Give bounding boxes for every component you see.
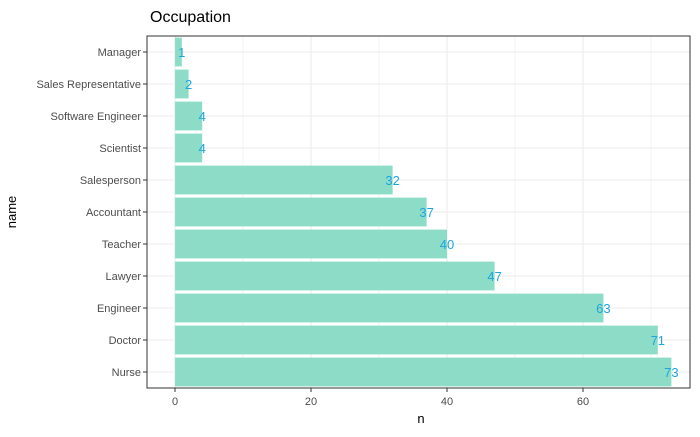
data-label: 4 (199, 141, 206, 156)
x-tick-label: 20 (305, 396, 317, 408)
y-tick-label: Scientist (99, 143, 141, 155)
data-label: 1 (178, 45, 185, 60)
x-axis-label: n (417, 411, 424, 426)
y-tick-label: Lawyer (106, 271, 142, 283)
bar (175, 293, 604, 323)
bar (175, 197, 427, 227)
data-label: 37 (419, 205, 433, 220)
y-axis: Manager Sales Representative Software Engi… (36, 47, 147, 379)
data-label: 4 (199, 109, 206, 124)
data-label: 47 (487, 269, 501, 284)
x-tick-label: 0 (172, 396, 178, 408)
y-tick-label: Nurse (112, 367, 141, 379)
bars (175, 37, 672, 387)
bar (175, 325, 658, 355)
data-label: 71 (651, 333, 665, 348)
y-tick-label: Manager (98, 47, 142, 59)
data-labels: 1 2 4 4 32 37 40 47 63 71 73 (178, 45, 678, 380)
x-tick-label: 60 (577, 396, 589, 408)
bar (175, 133, 203, 163)
bar (175, 101, 203, 131)
y-tick-label: Salesperson (80, 175, 141, 187)
data-label: 40 (440, 237, 454, 252)
bar (175, 261, 495, 291)
y-tick-label: Accountant (86, 207, 141, 219)
y-tick-label: Doctor (109, 335, 142, 347)
data-label: 2 (185, 77, 192, 92)
bar (175, 357, 672, 387)
x-tick-label: 40 (441, 396, 453, 408)
bar (175, 165, 393, 195)
y-axis-label: name (4, 196, 19, 229)
data-label: 32 (385, 173, 399, 188)
y-tick-label: Sales Representative (36, 79, 141, 91)
bar (175, 229, 447, 259)
y-tick-label: Engineer (97, 303, 141, 315)
y-tick-label: Software Engineer (51, 111, 142, 123)
x-axis: 0 20 40 60 (172, 388, 589, 408)
bar (175, 69, 189, 99)
data-label: 63 (596, 301, 610, 316)
bar (175, 37, 182, 67)
data-label: 73 (664, 365, 678, 380)
y-tick-label: Teacher (102, 239, 141, 251)
chart-title: Occupation (150, 9, 231, 26)
